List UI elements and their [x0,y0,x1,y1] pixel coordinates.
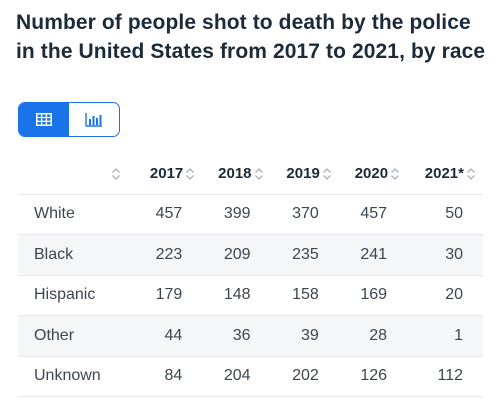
column-header-text: 2017 [149,165,184,183]
chart-view-button[interactable] [69,103,119,136]
sort-icon [391,168,400,181]
column-header-year[interactable]: 2020 [338,154,408,195]
statistics-table-container: 2017 2018 2019 2020 2021* White 457 399 370 457 5… [18,154,483,397]
table-cell: 457 [134,194,203,235]
table-cell: 457 [338,194,408,235]
table-body: White 457 399 370 457 50 Black 223 209 235 241 30 Hi… [18,194,483,397]
row-label: White [18,194,134,235]
table-row: Black 223 209 235 241 30 [18,234,483,276]
column-header-text: 2020 [354,165,389,183]
sort-icon [322,168,331,181]
table-cell: 204 [202,356,271,397]
page-title: Number of people shot to death by the po… [16,11,486,63]
view-toggle [18,102,120,137]
table-cell: 158 [270,275,339,316]
table-view-button[interactable] [19,103,69,136]
table-icon [36,113,52,126]
column-header-year[interactable]: 2018 [202,154,271,195]
column-header-label[interactable] [18,154,134,195]
table-cell: 84 [134,356,203,397]
sort-icon [467,168,475,181]
table-row: Other 44 36 39 28 1 [18,315,483,357]
statistics-table: 2017 2018 2019 2020 2021* White 457 399 370 457 5… [18,154,483,397]
table-cell: 20 [407,275,483,316]
table-row: Unknown 84 204 202 126 112 [18,356,483,397]
table-row: Hispanic 179 148 158 169 20 [18,275,483,316]
column-header-text: 2019 [286,165,320,183]
column-header-year[interactable]: 2021* [407,154,483,195]
sort-icon [186,168,195,181]
table-cell: 399 [202,194,271,235]
table-cell: 241 [338,234,408,276]
column-header-text: 2018 [218,165,252,183]
row-label: Unknown [18,356,134,397]
row-label: Other [18,315,134,357]
table-cell: 112 [407,356,483,397]
table-cell: 1 [407,315,483,357]
table-cell: 36 [202,315,271,357]
table-cell: 28 [338,315,408,357]
row-label: Hispanic [18,275,134,316]
sort-icon [112,168,120,181]
table-cell: 179 [134,275,203,316]
sort-icon [254,168,263,181]
table-cell: 370 [270,194,339,235]
row-label: Black [18,234,134,276]
table-cell: 30 [407,234,483,276]
table-cell: 223 [134,234,203,276]
bar-chart-icon [85,112,102,127]
column-header-year[interactable]: 2017 [134,154,203,195]
table-cell: 44 [134,315,203,357]
column-header-year[interactable]: 2019 [270,154,339,195]
table-header-row: 2017 2018 2019 2020 2021* [18,154,483,195]
table-row: White 457 399 370 457 50 [18,194,483,235]
table-cell: 148 [202,275,271,316]
column-header-text: 2021* [424,165,464,183]
table-cell: 169 [338,275,408,316]
table-cell: 50 [407,194,483,235]
table-cell: 209 [202,234,271,276]
table-cell: 235 [270,234,339,276]
table-cell: 202 [270,356,339,397]
table-cell: 39 [270,315,339,357]
table-cell: 126 [338,356,408,397]
